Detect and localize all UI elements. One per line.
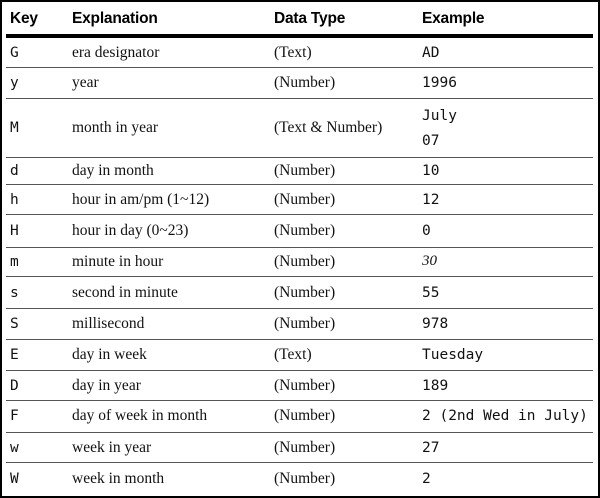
example-cell: 10 — [422, 163, 440, 180]
table-row: s second in minute (Number) 55 — [6, 277, 593, 309]
key-cell: w — [10, 439, 19, 456]
key-cell: H — [10, 222, 19, 239]
key-cell: s — [10, 284, 19, 301]
example-cell: 2 — [422, 470, 431, 487]
key-cell: y — [10, 75, 19, 92]
table-row: G era designator (Text) AD — [6, 38, 593, 69]
key-cell: D — [10, 377, 19, 394]
data-type-cell: (Number) — [274, 162, 336, 180]
explanation-cell: era designator — [72, 43, 160, 61]
key-cell: S — [10, 315, 19, 332]
data-type-cell: (Number) — [274, 283, 336, 301]
data-type-cell: (Text) — [274, 43, 312, 61]
key-cell: G — [10, 44, 19, 61]
explanation-cell: day in week — [72, 345, 147, 363]
example-cell: 12 — [422, 191, 440, 208]
example-cell: 978 — [422, 315, 449, 332]
example-cell: 0 — [422, 222, 431, 239]
explanation-cell: hour in day (0~23) — [72, 221, 189, 239]
table-row: d day in month (Number) 10 — [6, 158, 593, 186]
explanation-cell: day of week in month — [72, 407, 208, 425]
key-cell: E — [10, 346, 19, 363]
column-header-key: Key — [10, 9, 38, 27]
explanation-cell: day in year — [72, 376, 141, 394]
column-header-data-type: Data Type — [274, 9, 346, 27]
key-cell: F — [10, 408, 19, 425]
example-cell: Tuesday — [422, 346, 484, 363]
data-type-cell: (Number) — [274, 376, 336, 394]
data-type-cell: (Number) — [274, 469, 336, 487]
explanation-cell: minute in hour — [72, 252, 164, 270]
example-cell: 30 — [422, 253, 437, 270]
explanation-cell: year — [72, 74, 99, 92]
table-header-row: Key Explanation Data Type Example — [6, 4, 593, 38]
explanation-cell: hour in am/pm (1~12) — [72, 190, 210, 208]
example-cell: 27 — [422, 439, 440, 456]
explanation-cell: day in month — [72, 162, 154, 180]
table-row: y year (Number) 1996 — [6, 68, 593, 100]
table-row: D day in year (Number) 189 — [6, 371, 593, 401]
data-type-cell: (Number) — [274, 407, 336, 425]
data-type-cell: (Text & Number) — [274, 119, 383, 137]
data-type-cell: (Number) — [274, 190, 336, 208]
example-cell: AD — [422, 44, 440, 61]
data-type-cell: (Number) — [274, 314, 336, 332]
explanation-cell: week in month — [72, 469, 165, 487]
example-line-1: July — [422, 107, 457, 124]
table-row: F day of week in month (Number) 2 (2nd W… — [6, 401, 593, 433]
explanation-cell: week in year — [72, 438, 152, 456]
example-cell: 55 — [422, 284, 440, 301]
table-row: S millisecond (Number) 978 — [6, 309, 593, 340]
table-row: W week in month (Number) 2 — [6, 463, 593, 494]
example-cell: July 07 — [422, 99, 593, 157]
data-type-cell: (Number) — [274, 252, 336, 270]
key-cell: M — [10, 120, 19, 137]
column-header-example: Example — [422, 9, 485, 27]
explanation-cell: month in year — [72, 119, 159, 137]
table-row: H hour in day (0~23) (Number) 0 — [6, 215, 593, 248]
example-cell: 2 (2nd Wed in July) — [422, 408, 588, 425]
key-cell: d — [10, 163, 19, 180]
explanation-cell: second in minute — [72, 283, 178, 301]
key-cell: m — [10, 253, 19, 270]
example-line-2: 07 — [422, 132, 440, 149]
table-row: M month in year (Text & Number) July 07 — [6, 99, 593, 159]
key-cell: W — [10, 470, 19, 487]
data-type-cell: (Number) — [274, 438, 336, 456]
column-header-explanation: Explanation — [72, 9, 158, 27]
data-type-cell: (Number) — [274, 221, 336, 239]
example-cell: 189 — [422, 377, 449, 394]
data-type-cell: (Number) — [274, 74, 336, 92]
key-cell: h — [10, 191, 19, 208]
example-cell: 1996 — [422, 75, 457, 92]
data-type-cell: (Text) — [274, 345, 312, 363]
table-row: w week in year (Number) 27 — [6, 433, 593, 464]
table-row: h hour in am/pm (1~12) (Number) 12 — [6, 185, 593, 215]
explanation-cell: millisecond — [72, 314, 145, 332]
table-row: m minute in hour (Number) 30 — [6, 248, 593, 278]
table-row: E day in week (Text) Tuesday — [6, 340, 593, 372]
